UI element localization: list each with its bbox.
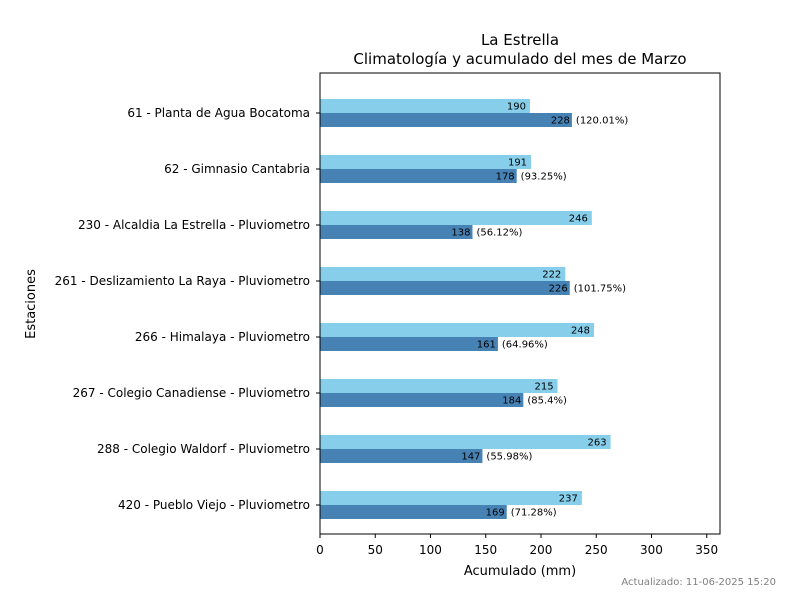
- accumulated-percent-label: (85.4%): [527, 396, 567, 407]
- updated-timestamp: Actualizado: 11-06-2025 15:20: [621, 577, 776, 588]
- climatology-value-label: 191: [508, 158, 527, 169]
- y-tick-label: 267 - Colegio Canadiense - Pluviometro: [73, 386, 310, 400]
- accumulated-bar: [320, 225, 473, 239]
- climatology-bar: [320, 267, 566, 281]
- accumulated-bar: [320, 337, 498, 351]
- y-tick-label: 288 - Colegio Waldorf - Pluviometro: [97, 442, 310, 456]
- accumulated-value-label: 184: [502, 396, 521, 407]
- chart-title: La Estrella: [481, 31, 559, 49]
- y-tick-label: 230 - Alcaldia La Estrella - Pluviometro: [78, 218, 310, 232]
- climatology-value-label: 263: [588, 438, 607, 449]
- y-axis-label: Estaciones: [24, 269, 39, 339]
- y-tick-label: 62 - Gimnasio Cantabria: [164, 162, 310, 176]
- y-tick-label: 61 - Planta de Agua Bocatoma: [127, 106, 310, 120]
- climatology-value-label: 246: [569, 214, 588, 225]
- y-tick-label: 261 - Deslizamiento La Raya - Pluviometr…: [55, 274, 310, 288]
- climatology-bar: [320, 323, 595, 337]
- x-tick-label: 350: [695, 543, 718, 557]
- y-axis-categories: 61 - Planta de Agua Bocatoma 62 - Gimnasi…: [55, 106, 320, 512]
- x-tick-label: 150: [474, 543, 497, 557]
- accumulated-value-label: 228: [551, 116, 570, 127]
- y-tick-label: 420 - Pueblo Viejo - Pluviometro: [118, 498, 310, 512]
- climatology-bar: [320, 379, 558, 393]
- climatology-bar: [320, 491, 582, 505]
- accumulated-percent-label: (64.96%): [502, 340, 548, 351]
- accumulated-bar: [320, 393, 524, 407]
- climatology-bar: [320, 99, 530, 113]
- climatology-value-label: 248: [571, 326, 590, 337]
- x-axis-ticks: 0 50 100 150 200 250 300 350: [316, 534, 718, 557]
- climatology-value-label: 190: [507, 102, 526, 113]
- bars-layer: 190 228 (120.01%) 191 178 (93.25%) 246 138 (56.1…: [320, 99, 628, 519]
- y-tick-label: 266 - Himalaya - Pluviometro: [135, 330, 310, 344]
- climatology-value-label: 237: [559, 494, 578, 505]
- accumulated-bar: [320, 113, 572, 127]
- accumulated-bar: [320, 505, 507, 519]
- accumulated-value-label: 147: [461, 452, 480, 463]
- accumulated-percent-label: (120.01%): [576, 116, 628, 127]
- climatology-value-label: 222: [542, 270, 561, 281]
- x-tick-label: 300: [640, 543, 663, 557]
- accumulated-percent-label: (101.75%): [574, 284, 626, 295]
- accumulated-value-label: 138: [451, 228, 470, 239]
- climatology-bar: [320, 435, 611, 449]
- accumulated-value-label: 161: [477, 340, 496, 351]
- climatology-bar: [320, 211, 592, 225]
- accumulated-percent-label: (71.28%): [511, 508, 557, 519]
- accumulated-value-label: 178: [496, 172, 515, 183]
- x-tick-label: 200: [530, 543, 553, 557]
- accumulated-value-label: 226: [549, 284, 568, 295]
- x-tick-label: 50: [368, 543, 383, 557]
- chart-subtitle: Climatología y acumulado del mes de Marz…: [353, 50, 686, 68]
- accumulated-bar: [320, 449, 483, 463]
- plot-frame: [319, 72, 721, 535]
- x-axis-label: Acumulado (mm): [464, 564, 576, 579]
- accumulated-percent-label: (55.98%): [486, 452, 532, 463]
- accumulated-value-label: 169: [486, 508, 505, 519]
- climatology-value-label: 215: [534, 382, 553, 393]
- x-tick-label: 0: [316, 543, 324, 557]
- accumulated-percent-label: (56.12%): [476, 228, 522, 239]
- x-tick-label: 100: [419, 543, 442, 557]
- accumulated-bar: [320, 281, 570, 295]
- x-tick-label: 250: [585, 543, 608, 557]
- accumulated-percent-label: (93.25%): [521, 172, 567, 183]
- climatology-bar: [320, 155, 532, 169]
- accumulated-bar: [320, 169, 517, 183]
